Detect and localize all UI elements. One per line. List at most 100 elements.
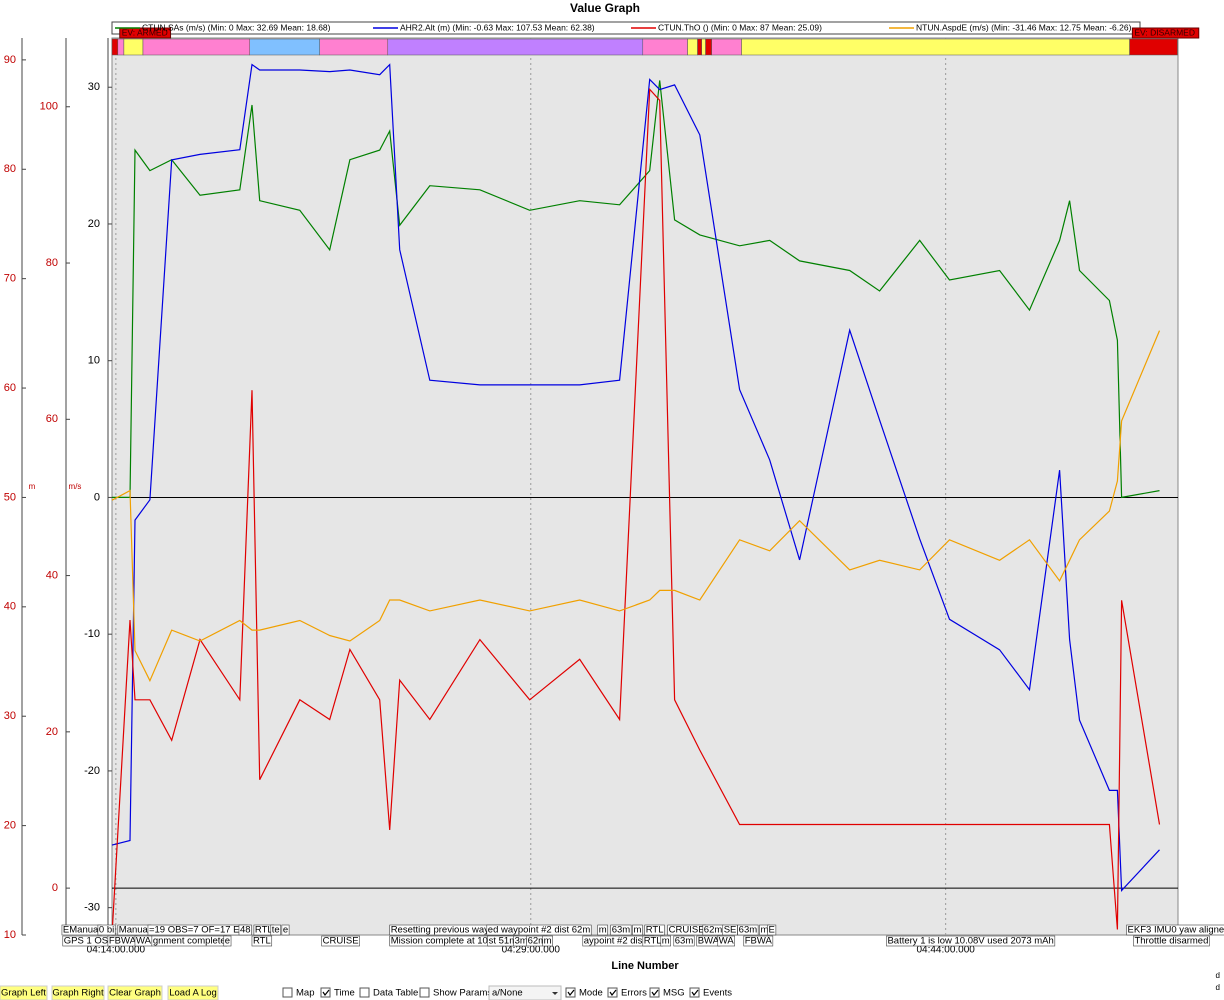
message-label: RTL (255, 925, 273, 936)
button-label[interactable]: Graph Right (52, 988, 104, 999)
message-box (597, 924, 608, 936)
message-box (743, 935, 774, 947)
checkbox[interactable] (282, 987, 293, 998)
message-box (238, 924, 252, 936)
message-box (1126, 924, 1224, 936)
legend-label: AHR2.Alt (m) (Min: -0.63 Max: 107.53 Mea… (400, 22, 595, 32)
message-label: FBWA (109, 936, 137, 947)
checkbox[interactable] (689, 987, 700, 998)
checkmark (567, 989, 575, 997)
checkbox[interactable] (649, 987, 660, 998)
y2-tick-label: 0 (52, 882, 58, 894)
checkbox[interactable] (607, 987, 618, 998)
legend-label: CTUN.ThO () (Min: 0 Max: 87 Mean: 25.09) (658, 22, 822, 32)
checkbox-label[interactable]: Errors (621, 988, 647, 999)
message-label: Mission complete at 101.57m (391, 936, 515, 947)
mode-segment (111, 38, 119, 56)
series-line (111, 87, 1161, 936)
message-label: Manual (119, 925, 150, 936)
checkbox[interactable] (419, 987, 430, 998)
event-label: EV: ARMED (122, 27, 168, 37)
checkbox-label[interactable]: Data Table (373, 988, 418, 999)
message-label: E (769, 925, 775, 936)
message-box (717, 935, 735, 947)
message-label: 63m (675, 936, 694, 947)
y2-tick-label: 20 (46, 726, 58, 738)
checkmark (651, 989, 659, 997)
mode-segment (319, 38, 389, 56)
checkbox[interactable] (359, 987, 370, 998)
message-box (644, 924, 665, 936)
event-box (1131, 27, 1200, 39)
y-tick-label: 20 (88, 218, 100, 230)
button-label[interactable]: Clear Graph (109, 988, 161, 999)
dropdown-value[interactable]: a/None (492, 988, 523, 999)
toolbar-button[interactable] (51, 985, 105, 1000)
mode-segment (741, 38, 1130, 56)
checkbox-label[interactable]: Events (703, 988, 732, 999)
y2-tick-label: 100 (40, 101, 58, 113)
mode-segment (117, 38, 125, 56)
message-label: ed waypoint #2 dist 62m (488, 925, 591, 936)
message-box (767, 924, 777, 936)
y3-tick-label: 10 (4, 929, 16, 941)
checkbox-label[interactable]: Map (296, 988, 314, 999)
message-label: EKF3 IMU0 yaw aligne (1128, 925, 1224, 936)
checkbox[interactable] (320, 987, 331, 998)
message-label: SE (724, 925, 737, 936)
y3-unit: m (29, 482, 36, 491)
message-label: 3m (515, 936, 528, 947)
message-box (737, 924, 759, 936)
y2-unit: m/s (69, 482, 82, 491)
message-box (673, 935, 695, 947)
mode-segment (697, 38, 702, 56)
message-label: EManual (63, 925, 101, 936)
x-tick-label: 04:14:00.000 (87, 945, 146, 956)
checkbox-label[interactable]: Show Params (433, 988, 492, 999)
message-box (251, 935, 273, 947)
y3-tick-label: 80 (4, 163, 16, 175)
message-label: aypoint #2 dist 6 (584, 936, 653, 947)
mode-segment (711, 38, 742, 56)
y-tick-label: -10 (84, 628, 100, 640)
checkbox[interactable] (565, 987, 576, 998)
message-label: gnment complete (153, 936, 226, 947)
message-label: m (634, 925, 642, 936)
checkbox-label[interactable]: Time (334, 988, 355, 999)
message-box (223, 935, 232, 947)
toolbar-button[interactable] (167, 985, 219, 1000)
message-label: CRUISE (323, 936, 359, 947)
y3-tick-label: 50 (4, 491, 16, 503)
checkmark (609, 989, 617, 997)
series-line (111, 330, 1161, 683)
legend-label: NTUN.AspdE (m/s) (Min: -31.46 Max: 12.75… (916, 22, 1132, 32)
checkbox-label[interactable]: MSG (663, 988, 685, 999)
y-tick-label: 0 (94, 491, 100, 503)
button-label[interactable]: Load A Log (169, 988, 217, 999)
mode-segment (123, 38, 144, 56)
dropdown[interactable] (488, 985, 562, 1000)
message-label: 63m (739, 925, 758, 936)
message-label: GPS 1 OS (64, 936, 108, 947)
toolbar-button[interactable] (0, 985, 48, 1000)
mode-segment (1129, 38, 1178, 56)
message-label: e (283, 925, 288, 936)
y3-tick-label: 70 (4, 273, 16, 285)
y-tick-label: -30 (84, 902, 100, 914)
button-label[interactable]: Graph Left (1, 988, 46, 999)
message-label: BWA (698, 936, 720, 947)
y2-tick-label: 40 (46, 569, 58, 581)
message-box (321, 935, 360, 947)
message-label: Throttle disarmed (1134, 936, 1208, 947)
message-label: 62m (528, 936, 547, 947)
mode-segment (642, 38, 688, 56)
y-tick-label: 10 (88, 355, 100, 367)
mode-segment (705, 38, 712, 56)
edge-mark: d (1216, 971, 1220, 980)
mode-segment (387, 38, 644, 56)
message-label: te (272, 925, 280, 936)
toolbar-button[interactable] (107, 985, 163, 1000)
message-label: e (225, 936, 230, 947)
checkbox-label[interactable]: Mode (579, 988, 603, 999)
message-label: RTL (644, 936, 662, 947)
